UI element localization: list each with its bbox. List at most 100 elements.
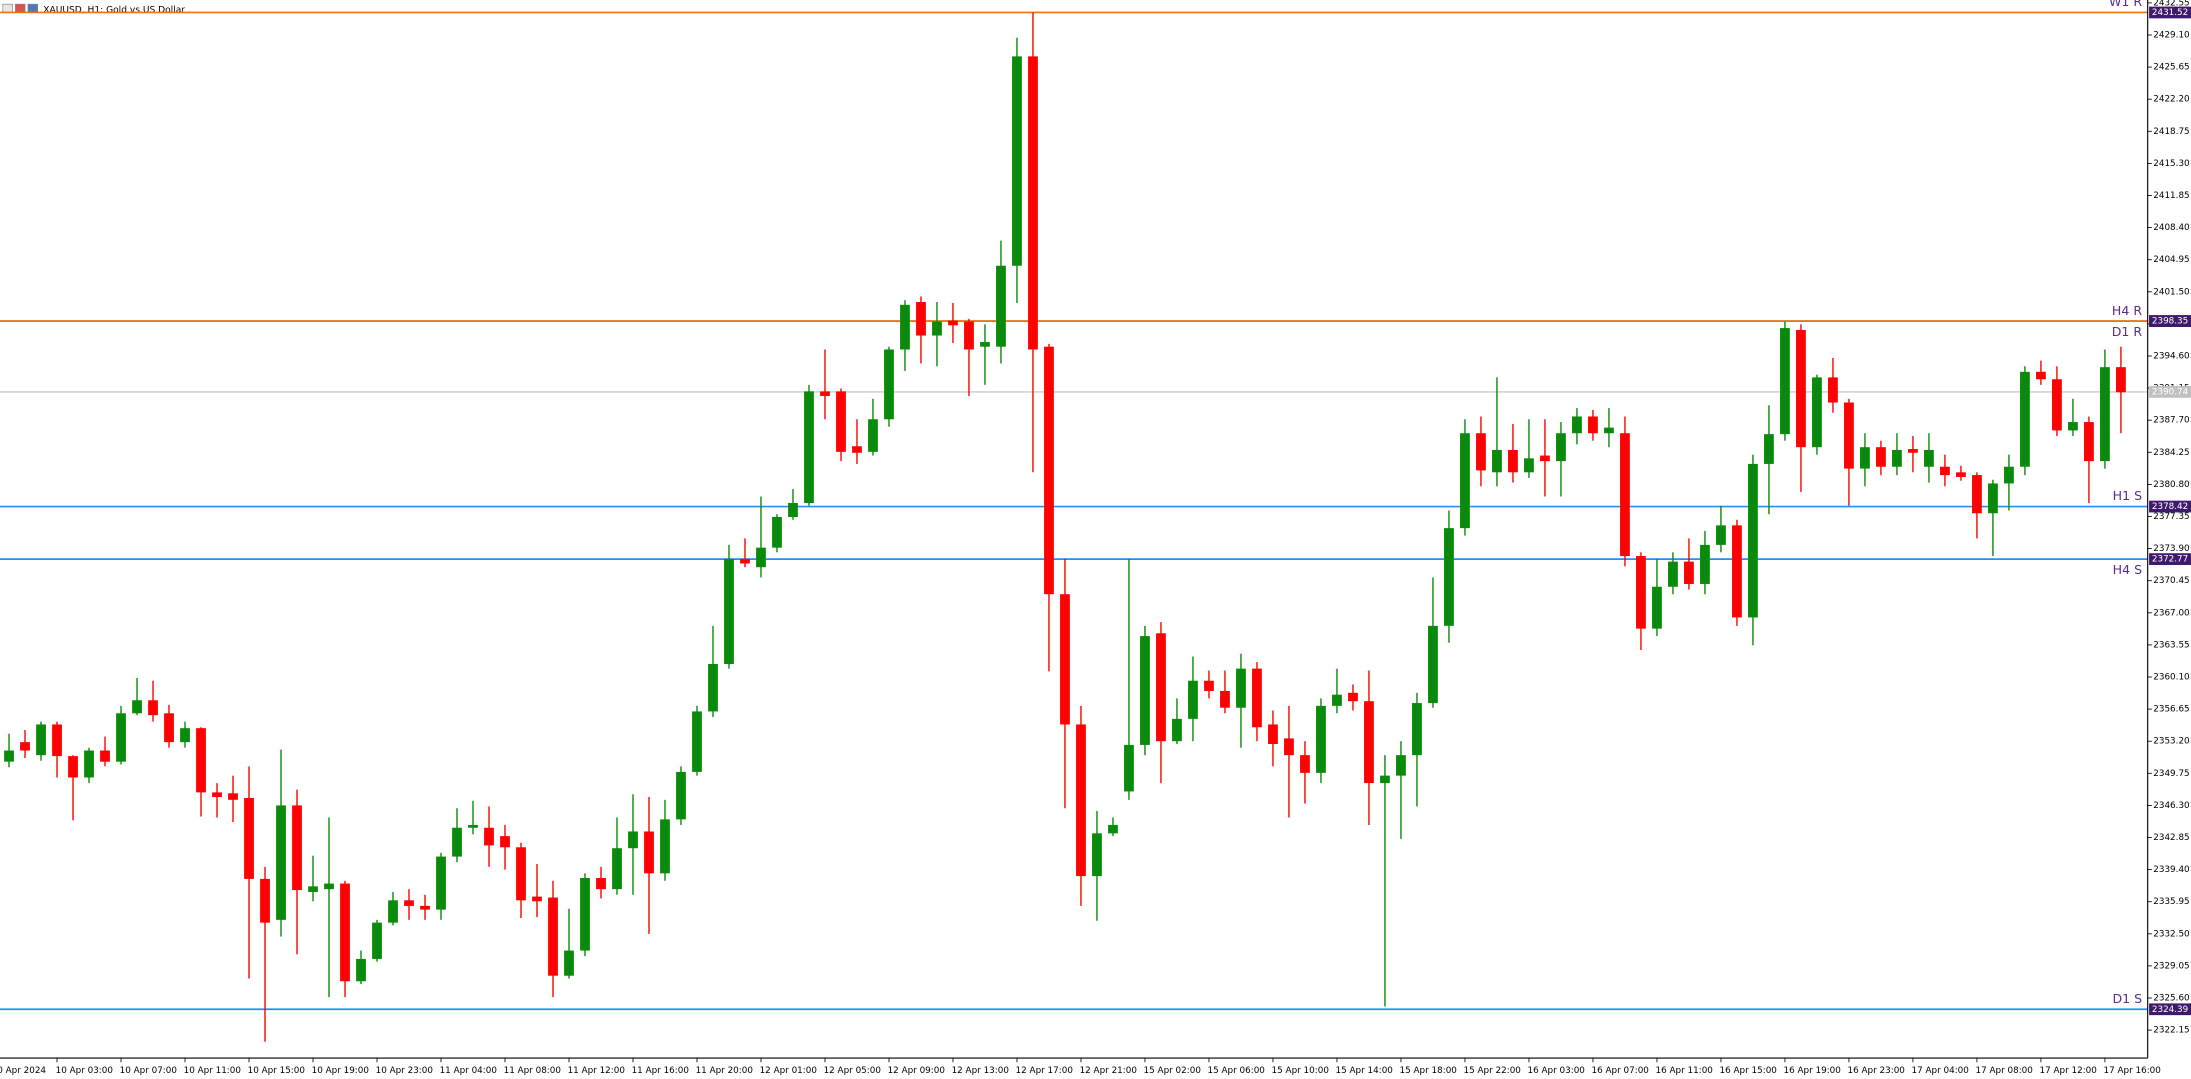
x-tick-label: 10 Apr 2024	[0, 1066, 46, 1076]
candle-body	[212, 792, 222, 798]
candle-body	[772, 516, 782, 548]
y-tick-label: 2425.65	[2153, 63, 2189, 73]
level-tag-box	[2149, 315, 2191, 327]
y-tick-label: 2370.45	[2153, 576, 2189, 586]
candle-body	[1028, 56, 1038, 350]
candle-body	[468, 824, 478, 828]
level-label: H1 S	[2113, 488, 2142, 503]
candle-body	[2068, 422, 2078, 431]
level-tag-text: 2378.42	[2152, 502, 2188, 512]
y-tick-label: 2335.95	[2153, 897, 2189, 907]
candle-body	[2100, 367, 2110, 462]
candle-body	[1220, 690, 1230, 708]
candle-body	[532, 896, 542, 902]
x-tick-label: 11 Apr 12:00	[568, 1066, 626, 1076]
x-tick-label: 12 Apr 17:00	[1016, 1066, 1074, 1076]
level-tag-box	[2149, 6, 2191, 19]
y-tick-label: 2432.55	[2153, 0, 2189, 8]
level-label: H4 S	[2113, 562, 2142, 577]
candle-body	[1924, 449, 1934, 467]
candle-body	[1188, 680, 1198, 719]
y-tick-label: 2360.10	[2153, 673, 2190, 683]
candle-body	[276, 805, 286, 920]
y-tick-label: 2429.10	[2153, 30, 2190, 40]
y-tick-label: 2353.20	[2153, 737, 2190, 747]
y-tick-label: 2401.50	[2153, 287, 2190, 297]
level-tag-box	[2149, 500, 2191, 513]
candle-body	[916, 302, 926, 336]
candle-body	[4, 750, 14, 762]
candle-body	[852, 446, 862, 453]
candle-body	[1988, 483, 1998, 514]
candle-body	[980, 342, 990, 347]
candle-body	[1620, 433, 1630, 557]
candle-body	[388, 900, 398, 923]
candle-body	[804, 391, 814, 504]
candle-body	[436, 856, 446, 910]
candle-body	[1172, 718, 1182, 742]
candle-body	[1940, 466, 1950, 476]
candle-body	[324, 883, 334, 890]
price-tags: W1 R H4 R D1 R H1 S H4 S D1 S 2390.74 2431.52 23…	[2109, 0, 2191, 1016]
y-tick-label: 2325.60	[2153, 994, 2190, 1004]
x-tick-label: 10 Apr 15:00	[248, 1066, 306, 1076]
candle-body	[2052, 379, 2062, 431]
candle-body	[1332, 694, 1342, 706]
level-tag-text: 2398.35	[2152, 317, 2188, 327]
candle-body	[244, 797, 254, 879]
candle-body	[1364, 701, 1374, 784]
candle-body	[2084, 422, 2094, 462]
candle-body	[660, 819, 670, 874]
y-tick-label: 2356.65	[2153, 705, 2189, 715]
candle-body	[1860, 447, 1870, 469]
x-tick-label: 11 Apr 16:00	[632, 1066, 690, 1076]
candle-body	[1300, 755, 1310, 773]
candle-body	[948, 320, 958, 326]
x-tick-label: 17 Apr 04:00	[1912, 1066, 1970, 1076]
candle-body	[1044, 346, 1054, 595]
candle-body	[548, 897, 558, 976]
candle-body	[420, 905, 430, 910]
y-tick-label: 2322.15	[2153, 1026, 2189, 1036]
candle-body	[1748, 463, 1758, 618]
symbol-icon	[2, 3, 39, 13]
y-tick-label: 2349.75	[2153, 769, 2189, 779]
y-tick-label: 2346.30	[2153, 801, 2190, 811]
candle-body	[644, 831, 654, 874]
candle-body	[1140, 636, 1150, 745]
x-tick-label: 16 Apr 23:00	[1848, 1066, 1906, 1076]
y-tick-label: 2404.95	[2153, 255, 2189, 265]
x-tick-label: 10 Apr 03:00	[56, 1066, 114, 1076]
x-tick-label: 16 Apr 15:00	[1720, 1066, 1778, 1076]
x-tick-label: 15 Apr 06:00	[1208, 1066, 1266, 1076]
candle-body	[1236, 668, 1246, 708]
candle-body	[612, 848, 622, 890]
candle-body	[1716, 525, 1726, 545]
candle-body	[356, 958, 366, 982]
candle-body	[180, 728, 190, 743]
icon-box	[27, 3, 39, 13]
candle-body	[1204, 680, 1214, 691]
candle-body	[1156, 633, 1166, 742]
y-tick-label: 2408.40	[2153, 223, 2190, 233]
candle-body	[1796, 329, 1806, 448]
level-tag-text: 2324.39	[2152, 1005, 2188, 1015]
x-tick-label: 12 Apr 21:00	[1080, 1066, 1138, 1076]
x-tick-label: 10 Apr 11:00	[184, 1066, 242, 1076]
candle-body	[1764, 434, 1774, 464]
candle-body	[1684, 561, 1694, 584]
y-tick-label: 2373.90	[2153, 544, 2190, 554]
candle-body	[1508, 449, 1518, 473]
x-tick-label: 16 Apr 07:00	[1592, 1066, 1650, 1076]
x-tick-label: 16 Apr 03:00	[1528, 1066, 1586, 1076]
candle-body	[1636, 556, 1646, 629]
x-tick-label: 11 Apr 20:00	[696, 1066, 754, 1076]
y-tick-label: 2342.85	[2153, 833, 2189, 843]
candle-body	[708, 663, 718, 712]
x-tick-label: 16 Apr 11:00	[1656, 1066, 1714, 1076]
candle-body	[100, 750, 110, 762]
candle-body	[1348, 692, 1358, 702]
candle-body	[756, 547, 766, 568]
